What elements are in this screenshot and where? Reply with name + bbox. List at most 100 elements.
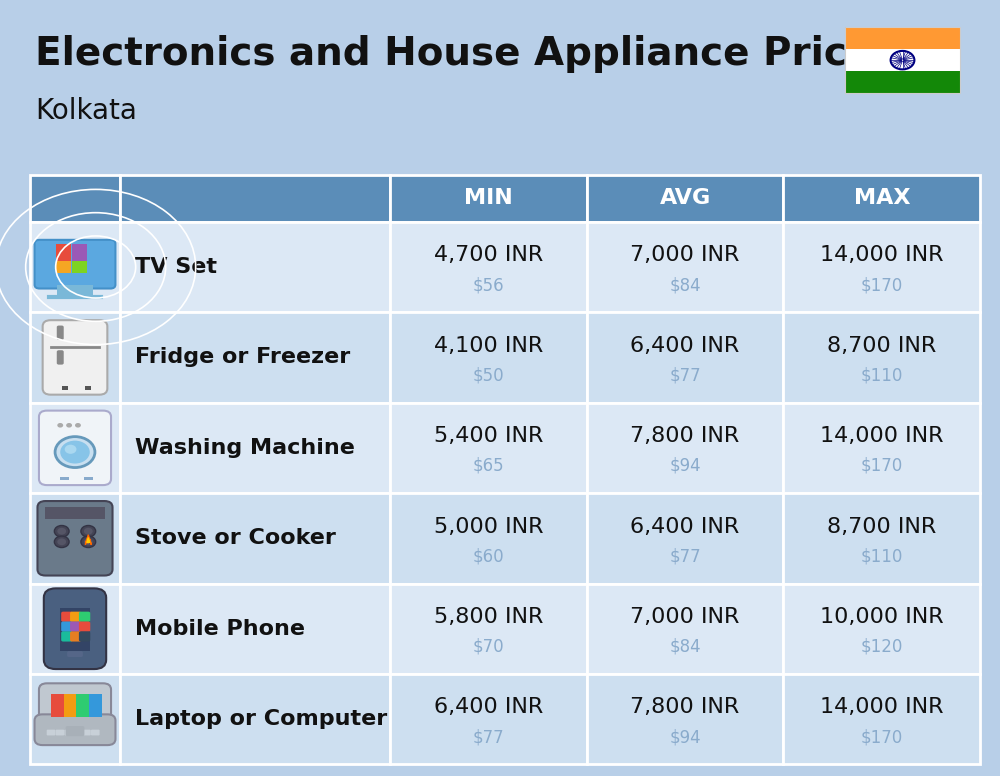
FancyBboxPatch shape — [35, 715, 115, 745]
Text: $170: $170 — [861, 728, 903, 747]
Text: 14,000 INR: 14,000 INR — [820, 698, 944, 717]
FancyBboxPatch shape — [587, 312, 783, 403]
Text: $60: $60 — [473, 547, 504, 566]
Text: Kolkata: Kolkata — [35, 97, 137, 125]
Circle shape — [57, 539, 66, 546]
Text: 7,800 INR: 7,800 INR — [630, 426, 740, 446]
FancyBboxPatch shape — [57, 285, 93, 296]
FancyBboxPatch shape — [67, 651, 83, 657]
Text: $77: $77 — [669, 547, 701, 566]
FancyBboxPatch shape — [30, 493, 120, 584]
FancyBboxPatch shape — [845, 71, 960, 93]
FancyBboxPatch shape — [56, 244, 71, 262]
Text: 6,400 INR: 6,400 INR — [630, 336, 740, 355]
Text: 5,800 INR: 5,800 INR — [434, 607, 543, 627]
FancyBboxPatch shape — [783, 175, 980, 222]
Text: $170: $170 — [861, 457, 903, 475]
FancyBboxPatch shape — [76, 695, 89, 717]
FancyBboxPatch shape — [84, 476, 93, 480]
Circle shape — [84, 539, 93, 546]
Text: 8,700 INR: 8,700 INR — [827, 517, 936, 536]
FancyBboxPatch shape — [79, 622, 90, 632]
FancyBboxPatch shape — [72, 255, 87, 272]
Circle shape — [60, 441, 90, 463]
Circle shape — [54, 525, 69, 537]
Text: $110: $110 — [861, 366, 903, 385]
Text: $170: $170 — [861, 276, 903, 294]
FancyBboxPatch shape — [845, 49, 960, 71]
Text: $50: $50 — [473, 366, 504, 385]
FancyBboxPatch shape — [70, 632, 81, 642]
Circle shape — [57, 423, 63, 428]
Text: 8,700 INR: 8,700 INR — [827, 336, 936, 355]
FancyBboxPatch shape — [390, 674, 587, 764]
FancyBboxPatch shape — [30, 312, 120, 403]
FancyBboxPatch shape — [587, 493, 783, 584]
FancyBboxPatch shape — [79, 611, 90, 622]
Text: 6,400 INR: 6,400 INR — [630, 517, 740, 536]
Text: 7,800 INR: 7,800 INR — [630, 698, 740, 717]
Text: $84: $84 — [669, 638, 701, 656]
FancyBboxPatch shape — [120, 175, 390, 222]
Text: 14,000 INR: 14,000 INR — [820, 245, 944, 265]
Text: $84: $84 — [669, 276, 701, 294]
Circle shape — [84, 528, 93, 535]
Text: $94: $94 — [669, 728, 701, 747]
FancyBboxPatch shape — [390, 312, 587, 403]
Text: Stove or Cooker: Stove or Cooker — [135, 528, 336, 549]
FancyBboxPatch shape — [783, 493, 980, 584]
Circle shape — [55, 437, 95, 468]
Text: $120: $120 — [861, 638, 903, 656]
Circle shape — [66, 423, 72, 428]
FancyBboxPatch shape — [57, 326, 64, 340]
Text: $94: $94 — [669, 457, 701, 475]
Text: $110: $110 — [861, 547, 903, 566]
FancyBboxPatch shape — [390, 222, 587, 312]
FancyBboxPatch shape — [783, 403, 980, 493]
FancyBboxPatch shape — [390, 584, 587, 674]
FancyBboxPatch shape — [61, 632, 73, 642]
FancyBboxPatch shape — [56, 729, 64, 736]
Text: 7,000 INR: 7,000 INR — [630, 607, 740, 627]
FancyBboxPatch shape — [43, 320, 107, 395]
FancyBboxPatch shape — [64, 729, 73, 736]
FancyBboxPatch shape — [89, 695, 102, 717]
Text: $70: $70 — [473, 638, 504, 656]
Polygon shape — [87, 538, 90, 542]
FancyBboxPatch shape — [120, 674, 390, 764]
FancyBboxPatch shape — [91, 729, 100, 736]
Text: $77: $77 — [473, 728, 504, 747]
Text: 10,000 INR: 10,000 INR — [820, 607, 944, 627]
FancyBboxPatch shape — [70, 611, 81, 622]
Text: $77: $77 — [669, 366, 701, 385]
Text: $65: $65 — [473, 457, 504, 475]
Text: $56: $56 — [473, 276, 504, 294]
Text: 4,700 INR: 4,700 INR — [434, 245, 543, 265]
FancyBboxPatch shape — [45, 508, 105, 518]
Text: 5,000 INR: 5,000 INR — [434, 517, 543, 536]
FancyBboxPatch shape — [587, 175, 783, 222]
Text: MIN: MIN — [464, 189, 513, 208]
FancyBboxPatch shape — [390, 175, 587, 222]
FancyBboxPatch shape — [783, 222, 980, 312]
Text: AVG: AVG — [659, 189, 711, 208]
FancyBboxPatch shape — [120, 584, 390, 674]
FancyBboxPatch shape — [587, 222, 783, 312]
FancyBboxPatch shape — [70, 622, 81, 632]
FancyBboxPatch shape — [39, 684, 111, 727]
Circle shape — [54, 536, 69, 548]
FancyBboxPatch shape — [66, 726, 84, 736]
FancyBboxPatch shape — [30, 175, 120, 222]
FancyBboxPatch shape — [783, 674, 980, 764]
FancyBboxPatch shape — [44, 588, 106, 669]
Text: Mobile Phone: Mobile Phone — [135, 618, 305, 639]
FancyBboxPatch shape — [60, 476, 69, 480]
FancyBboxPatch shape — [587, 674, 783, 764]
Polygon shape — [85, 535, 91, 545]
FancyBboxPatch shape — [783, 584, 980, 674]
Circle shape — [57, 528, 66, 535]
FancyBboxPatch shape — [120, 403, 390, 493]
FancyBboxPatch shape — [72, 244, 87, 262]
FancyBboxPatch shape — [30, 403, 120, 493]
FancyBboxPatch shape — [64, 695, 76, 717]
